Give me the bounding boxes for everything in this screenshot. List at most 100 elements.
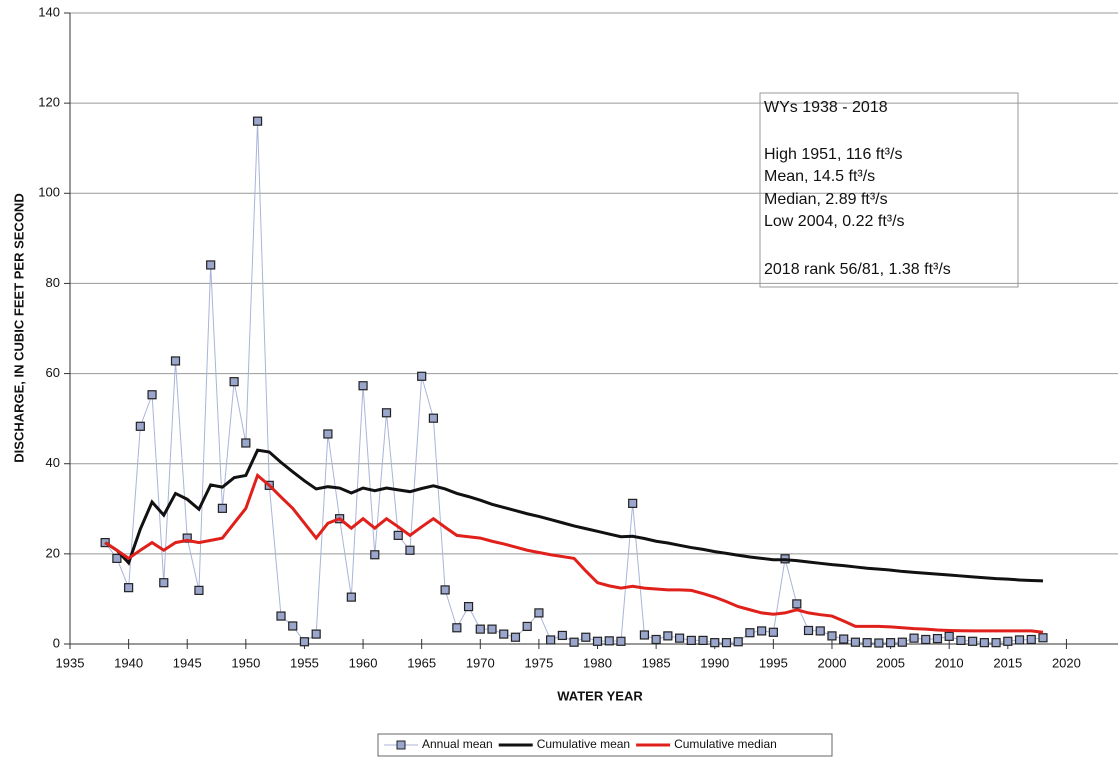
data-point [686,635,696,645]
x-tick-label: 1980 [583,655,612,670]
data-point [370,550,380,560]
data-point [323,429,333,439]
x-tick-label: 1945 [173,655,202,670]
data-point [592,636,603,646]
annotation: High 1951, 116 ft³/s [764,146,902,163]
data-point [510,632,521,642]
x-tick-label: 1960 [349,655,378,670]
data-point [674,633,685,643]
y-tick-label: 0 [53,635,60,650]
data-point [909,633,919,643]
annotation: 2018 rank 56/81, 1.38 ft³/s [764,261,951,278]
legend-box [377,733,833,757]
y-axis-title: DISCHARGE, IN CUBIC FEET PER SECOND [11,193,26,462]
data-point [487,624,497,634]
data-point [569,637,579,647]
data-point [311,629,321,639]
data-point [147,390,157,400]
data-point [803,625,814,636]
data-point [170,356,181,366]
y-tick-label: 60 [46,365,60,380]
data-point [663,631,673,641]
x-axis-title: WATER YEAR [557,688,643,703]
data-point [276,611,286,621]
x-tick-label: 1965 [407,655,436,670]
data-point [463,601,474,612]
data-point [534,608,544,618]
data-point [721,638,732,648]
legend-label: Annual mean [422,737,493,751]
data-point [217,503,227,513]
y-tick-label: 80 [46,275,60,290]
data-point [839,634,849,644]
data-point [475,624,485,634]
data-point [124,583,134,593]
data-point [1026,634,1036,645]
x-tick-label: 1985 [642,655,671,670]
data-point [522,621,532,632]
x-tick-label: 1970 [466,655,495,670]
x-tick-label: 1995 [759,655,788,670]
x-tick-label: 2020 [1052,655,1081,670]
legend-label: Cumulative median [674,737,777,751]
y-tick-label: 120 [38,95,60,110]
data-point [991,638,1001,648]
data-point [968,636,978,646]
data-point [850,637,861,647]
x-tick-label: 1940 [114,655,143,670]
y-tick-label: 140 [38,4,60,19]
data-point [757,626,767,636]
legend: Annual mean Cumulative mean Cumulative med… [377,733,833,757]
data-point [358,381,368,391]
x-tick-label: 1955 [290,655,319,670]
data-point [710,638,720,648]
x-tick-label: 1990 [700,655,729,670]
data-point [557,630,567,641]
data-point [546,635,556,645]
data-point [932,633,943,644]
annotation: Median, 2.89 ft³/s [764,191,888,208]
data-point [768,627,778,637]
data-point [428,413,439,423]
data-point [979,638,989,648]
data-point [440,585,450,595]
data-point [405,545,415,555]
data-point [792,599,802,609]
data-point [112,553,122,563]
x-tick-label: 2005 [876,655,905,670]
data-point [651,634,661,645]
data-point [921,634,931,645]
data-point [874,638,884,648]
data-point [299,637,310,647]
data-point [206,260,216,270]
data-point [393,530,403,540]
data-point [885,638,896,648]
data-point [1038,633,1048,643]
data-point [229,377,239,387]
x-tick-label: 2015 [993,655,1022,670]
annotation: Mean, 14.5 ft³/s [764,168,875,185]
legend-label: Cumulative mean [537,737,630,751]
data-point [639,630,650,640]
annotation: WYs 1938 - 2018 [764,99,888,116]
data-point [381,408,392,418]
data-point [135,421,145,431]
data-point [897,637,907,647]
x-tick-label: 2010 [935,655,964,670]
data-point [182,533,192,543]
data-point [827,631,837,641]
data-point [288,621,298,631]
data-point [956,635,966,645]
data-point [745,628,755,638]
data-point [733,637,743,647]
data-point [604,636,614,646]
data-point [862,638,872,648]
x-tick-label: 1935 [56,655,85,670]
x-tick-label: 2000 [818,655,847,670]
data-point [628,498,638,508]
data-point [499,629,509,639]
series-line [104,472,1044,634]
data-point [159,578,169,588]
data-point [417,371,427,381]
data-point [241,438,251,448]
